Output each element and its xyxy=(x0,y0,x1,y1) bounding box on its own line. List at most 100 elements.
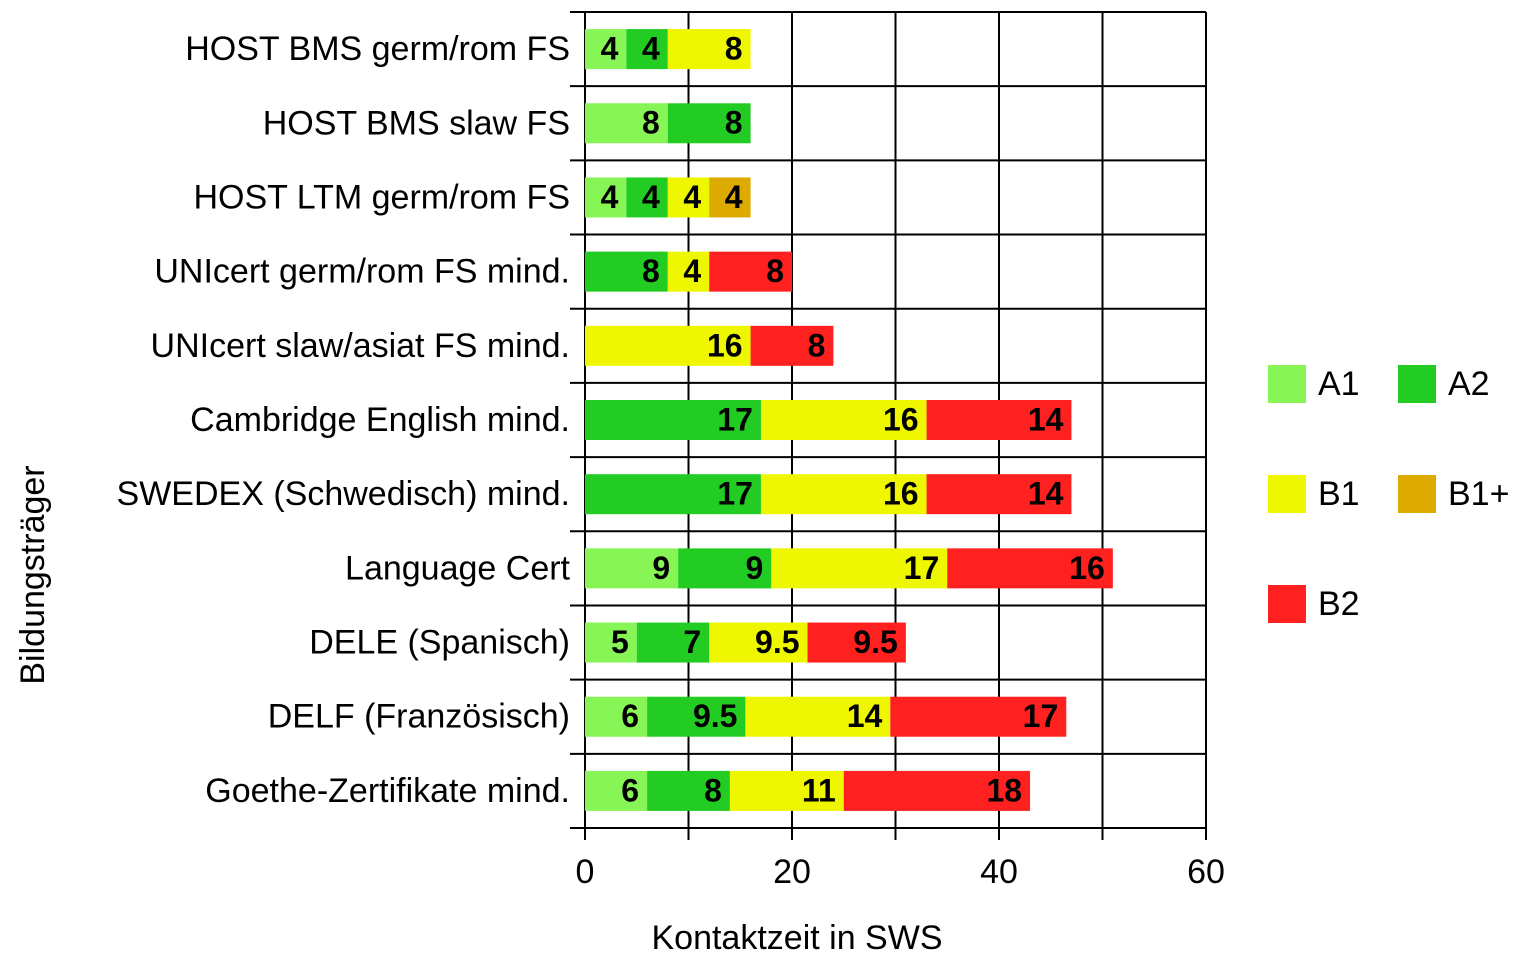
bar-segment xyxy=(709,622,808,663)
x-tick-label: 0 xyxy=(576,853,595,891)
data-label: 16 xyxy=(1069,550,1105,586)
bar-segment xyxy=(585,251,668,292)
data-label: 17 xyxy=(1023,698,1059,734)
legend-swatch xyxy=(1268,475,1306,513)
bar-segment xyxy=(585,770,648,811)
bar-segment xyxy=(760,474,927,515)
bar-segment xyxy=(585,325,751,366)
bar-segment xyxy=(626,177,668,218)
data-label: 4 xyxy=(683,253,701,289)
bar-segment xyxy=(760,400,927,440)
bar-segment xyxy=(667,29,751,70)
bar-segment xyxy=(750,325,834,366)
legend-swatch xyxy=(1398,365,1436,403)
data-label: 9.5 xyxy=(853,624,897,660)
bar-segment xyxy=(771,548,948,589)
bar-segment xyxy=(585,696,648,737)
x-tick-label: 20 xyxy=(773,853,811,891)
y-tick-label: HOST BMS germ/rom FS xyxy=(185,30,570,68)
bar-segment xyxy=(745,696,891,737)
bar-segment xyxy=(636,622,710,663)
data-label: 4 xyxy=(642,31,660,67)
data-label: 16 xyxy=(883,401,919,437)
data-label: 4 xyxy=(725,179,743,215)
data-label: 8 xyxy=(642,105,660,141)
bar-segment xyxy=(626,29,668,70)
data-label: 17 xyxy=(904,550,940,586)
data-label: 9.5 xyxy=(755,624,799,660)
y-tick-label: SWEDEX (Schwedisch) mind. xyxy=(117,475,570,513)
bar-segment xyxy=(667,177,710,218)
data-label: 16 xyxy=(883,476,919,512)
legend-swatch xyxy=(1268,585,1306,623)
data-label: 8 xyxy=(766,253,784,289)
bar-segment xyxy=(667,103,751,144)
data-label: 5 xyxy=(611,624,629,660)
y-tick-label: HOST LTM germ/rom FS xyxy=(193,178,570,216)
bar-segment xyxy=(926,474,1072,515)
bar-segment xyxy=(807,622,906,663)
bar-segment xyxy=(585,29,627,70)
data-label: 6 xyxy=(621,698,639,734)
data-label: 18 xyxy=(986,772,1022,808)
y-tick-label: Cambridge English mind. xyxy=(190,401,570,439)
data-label: 8 xyxy=(808,327,826,363)
y-axis-label: Bildungsträger xyxy=(14,465,52,684)
data-label: 8 xyxy=(642,253,660,289)
bar-segment xyxy=(585,177,627,218)
y-tick-label: DELF (Französisch) xyxy=(268,698,570,736)
data-label: 11 xyxy=(802,772,836,808)
data-label: 14 xyxy=(1028,476,1064,512)
x-axis-label: Kontaktzeit in SWS xyxy=(651,919,942,954)
legend-label: B1+ xyxy=(1448,475,1509,513)
bar-segment xyxy=(709,251,792,292)
y-tick-label: Goethe-Zertifikate mind. xyxy=(205,772,570,810)
bar-segment xyxy=(926,400,1072,440)
bar-segment xyxy=(890,696,1067,737)
bar-segment xyxy=(709,177,751,218)
y-tick-label: HOST BMS slaw FS xyxy=(263,104,570,142)
bar-segment xyxy=(647,696,746,737)
y-tick-label: Language Cert xyxy=(345,549,571,587)
bar-segment xyxy=(585,548,679,589)
legend-label: B1 xyxy=(1318,475,1360,513)
legend-swatch xyxy=(1398,475,1436,513)
bar-segment xyxy=(678,548,772,589)
data-label: 14 xyxy=(847,698,883,734)
data-label: 9 xyxy=(746,550,764,586)
bar-segment xyxy=(729,770,844,811)
legend-swatch xyxy=(1268,365,1306,403)
data-label: 14 xyxy=(1028,401,1064,437)
bar-segment xyxy=(585,103,668,144)
bar-segment xyxy=(947,548,1113,589)
bar-segment xyxy=(585,474,761,515)
data-label: 8 xyxy=(704,772,722,808)
data-label: 4 xyxy=(683,179,701,215)
data-label: 17 xyxy=(717,401,753,437)
data-label: 7 xyxy=(683,624,701,660)
bar-segment xyxy=(585,400,761,440)
legend-label: B2 xyxy=(1318,585,1360,623)
x-tick-label: 40 xyxy=(980,853,1018,891)
data-label: 8 xyxy=(725,31,743,67)
y-tick-label: UNIcert slaw/asiat FS mind. xyxy=(151,327,570,365)
x-tick-label: 60 xyxy=(1187,853,1225,891)
y-tick-label: DELE (Spanisch) xyxy=(309,624,570,662)
data-label: 4 xyxy=(601,179,619,215)
legend-label: A2 xyxy=(1448,365,1490,403)
data-label: 6 xyxy=(621,772,639,808)
legend-label: A1 xyxy=(1318,365,1360,403)
data-label: 4 xyxy=(642,179,660,215)
data-label: 9.5 xyxy=(693,698,737,734)
data-label: 17 xyxy=(717,476,753,512)
data-label: 4 xyxy=(601,31,619,67)
bar-segment xyxy=(843,770,1031,811)
bar-segment xyxy=(667,251,710,292)
bar-segment xyxy=(585,622,637,663)
y-tick-label: UNIcert germ/rom FS mind. xyxy=(154,253,570,291)
data-label: 16 xyxy=(707,327,743,363)
bar-segment xyxy=(647,770,730,811)
data-label: 8 xyxy=(725,105,743,141)
data-label: 9 xyxy=(652,550,670,586)
